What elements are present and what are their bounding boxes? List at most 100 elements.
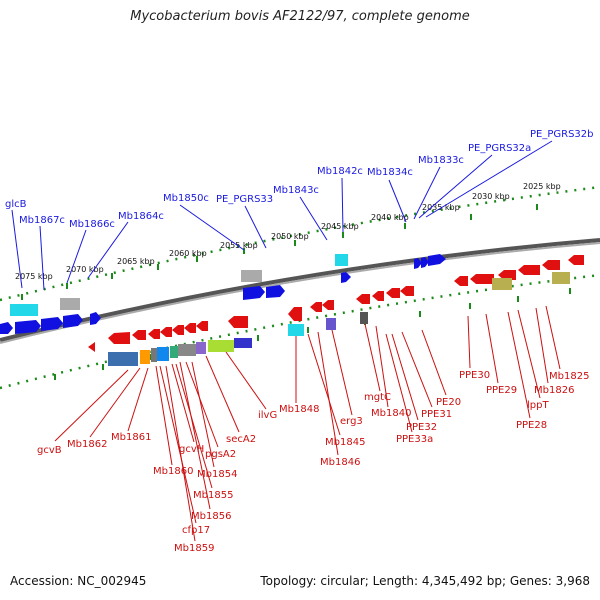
gene-label: glcB xyxy=(5,199,27,210)
gene-block xyxy=(241,270,262,282)
map-title: Mycobacterium bovis AF2122/97, complete … xyxy=(130,9,470,24)
gene-arrow xyxy=(470,274,494,284)
gene-label: Mb1862 xyxy=(67,439,107,450)
scale-label: 2045 kbp xyxy=(321,222,359,231)
genome-summary-text: Topology: circular; Length: 4,345,492 bp… xyxy=(260,574,590,588)
gene-arrow xyxy=(400,286,414,296)
forward-genes xyxy=(0,254,446,334)
scale-label: 2055 kbp xyxy=(220,241,258,250)
gene-label: Mb1840 xyxy=(371,408,411,419)
gene-label: PPE30 xyxy=(459,370,490,381)
gene-label: Mb1843c xyxy=(273,185,319,196)
gene-label: Mb1834c xyxy=(367,167,413,178)
gene-label: pgsA2 xyxy=(205,449,236,460)
gene-label: ilvG xyxy=(258,410,277,421)
gene-arrow xyxy=(414,258,422,269)
gene-arrow xyxy=(356,294,370,304)
reverse-gene-labels: gcvB Mb1862 Mb1861 Mb1860 cfp17 Mb1859 g… xyxy=(37,370,589,554)
scale-label: 2065 kbp xyxy=(117,257,155,266)
scale-label: 2030 kbp xyxy=(472,192,510,201)
upper-tick-track xyxy=(0,185,600,302)
gene-block xyxy=(60,298,80,310)
gene-label: Mb1866c xyxy=(69,219,115,230)
genome-backbone xyxy=(0,238,600,342)
gene-label: Mb1855 xyxy=(193,490,233,501)
gene-arrow xyxy=(372,291,384,301)
lower-major-ticks xyxy=(54,288,571,380)
gene-arrow xyxy=(421,257,429,268)
gene-arrow xyxy=(322,300,334,310)
gene-label: gcvB xyxy=(37,445,62,456)
reverse-leader-lines xyxy=(54,305,561,542)
gene-arrow xyxy=(568,255,584,265)
gene-label: PPE33a xyxy=(396,434,433,445)
gene-label: Mb1867c xyxy=(19,215,65,226)
gene-arrow xyxy=(266,285,285,298)
gene-label: mgtC xyxy=(364,392,391,403)
gene-label: Mb1856 xyxy=(191,511,231,522)
gene-label: lppT xyxy=(527,400,549,411)
gene-arrow xyxy=(243,286,265,300)
gene-arrow xyxy=(228,316,248,328)
gene-label: cfp17 xyxy=(182,525,210,536)
gene-label: erg3 xyxy=(340,416,363,427)
scale-label: 2050 kbp xyxy=(271,232,309,241)
gene-arrow xyxy=(196,321,208,331)
gene-arrow xyxy=(310,302,322,312)
genome-backbone-shade xyxy=(0,242,600,344)
gene-arrow xyxy=(15,320,41,334)
gene-label: PE_PGRS33 xyxy=(216,194,273,205)
gene-label: PE_PGRS32a xyxy=(468,143,531,154)
scale-label: 2040 kbp xyxy=(371,213,409,222)
gene-label: Mb1854 xyxy=(197,469,237,480)
gene-arrow xyxy=(90,312,101,325)
gene-arrow xyxy=(160,327,172,337)
gene-arrow xyxy=(184,323,196,333)
scale-label: 2060 kbp xyxy=(169,249,207,258)
scale-label: 2025 kbp xyxy=(523,182,561,191)
gene-arrow xyxy=(454,276,468,286)
gene-arrow xyxy=(0,322,13,334)
gene-label: PPE28 xyxy=(516,420,547,431)
gene-label: Mb1833c xyxy=(418,155,464,166)
gene-block xyxy=(335,254,348,266)
gene-arrow xyxy=(108,332,130,344)
gene-arrow xyxy=(498,270,516,280)
reverse-blocks xyxy=(108,272,570,366)
gene-label: secA2 xyxy=(226,434,256,445)
gene-arrow xyxy=(172,325,184,335)
gene-arrow xyxy=(518,265,540,275)
gene-label: Mb1850c xyxy=(163,193,209,204)
gene-label: Mb1860 xyxy=(153,466,193,477)
gene-label: Mb1846 xyxy=(320,457,360,468)
gene-arrow xyxy=(63,314,83,328)
gene-label: gcvH xyxy=(179,444,204,455)
scale-label: 2070 kbp xyxy=(66,265,104,274)
forward-leader-lines xyxy=(11,140,553,291)
forward-gene-labels: glcB Mb1867c Mb1866c Mb1864c Mb1850c PE_… xyxy=(5,129,594,230)
accession-text: Accession: NC_002945 xyxy=(10,574,147,588)
gene-label: PPE31 xyxy=(421,409,452,420)
gene-label: Mb1861 xyxy=(111,432,151,443)
gene-block xyxy=(10,304,38,316)
gene-label: Mb1848 xyxy=(279,404,319,415)
gene-label: PE_PGRS32b xyxy=(530,129,594,140)
gene-arrow xyxy=(428,254,446,266)
reverse-genes xyxy=(88,255,584,352)
gene-arrow xyxy=(341,272,351,283)
gene-arrow xyxy=(386,288,400,298)
gene-label: Mb1842c xyxy=(317,166,363,177)
gene-arrow xyxy=(132,330,146,340)
gene-arrow xyxy=(148,329,160,339)
gene-arrow xyxy=(41,317,63,331)
scale-label: 2075 kbp xyxy=(15,272,53,281)
gene-label: Mb1845 xyxy=(325,437,365,448)
gene-label: PPE32 xyxy=(406,422,437,433)
gene-label: PPE29 xyxy=(486,385,517,396)
gene-label: Mb1825 xyxy=(549,371,589,382)
gene-arrow xyxy=(542,260,560,270)
gene-label: PE20 xyxy=(436,397,461,408)
gene-label: Mb1864c xyxy=(118,211,164,222)
gene-arrow xyxy=(88,342,95,352)
